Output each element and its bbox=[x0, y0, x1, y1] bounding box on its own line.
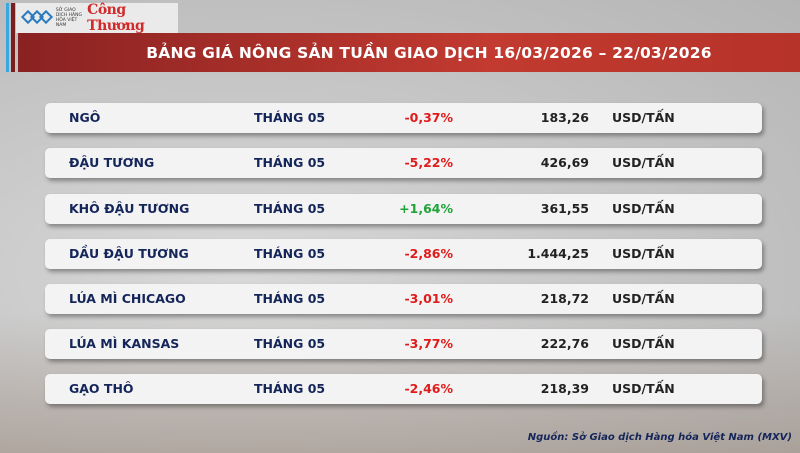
price-unit: USD/TẤN bbox=[612, 291, 675, 306]
price-value: 218,39 bbox=[540, 381, 589, 396]
contract-month: THÁNG 05 bbox=[254, 336, 326, 351]
accent-stripe-blue bbox=[6, 3, 9, 72]
price-unit: USD/TẤN bbox=[612, 381, 675, 396]
accent-stripe-red bbox=[11, 3, 15, 72]
price-row: LÚA MÌ CHICAGO THÁNG 05 -3,01% 218,72 US… bbox=[45, 284, 762, 314]
contract-month: THÁNG 05 bbox=[254, 246, 326, 261]
price-change: -3,01% bbox=[404, 291, 453, 306]
price-row: ĐẬU TƯƠNG THÁNG 05 -5,22% 426,69 USD/TẤN bbox=[45, 148, 762, 178]
page-title: BẢNG GIÁ NÔNG SẢN TUẦN GIAO DỊCH 16/03/2… bbox=[146, 43, 712, 62]
price-value: 222,76 bbox=[540, 336, 589, 351]
price-unit: USD/TẤN bbox=[612, 110, 675, 125]
price-change: -5,22% bbox=[404, 155, 453, 170]
contract-month: THÁNG 05 bbox=[254, 291, 326, 306]
price-unit: USD/TẤN bbox=[612, 155, 675, 170]
price-change: -0,37% bbox=[404, 110, 453, 125]
congthuong-logo: Công Thương bbox=[87, 2, 145, 34]
price-row: LÚA MÌ KANSAS THÁNG 05 -3,77% 222,76 USD… bbox=[45, 329, 762, 359]
price-row: NGÔ THÁNG 05 -0,37% 183,26 USD/TẤN bbox=[45, 103, 762, 133]
price-unit: USD/TẤN bbox=[612, 336, 675, 351]
commodity-name: GẠO THÔ bbox=[69, 381, 134, 396]
price-change: -2,86% bbox=[404, 246, 453, 261]
price-row: DẦU ĐẬU TƯƠNG THÁNG 05 -2,86% 1.444,25 U… bbox=[45, 239, 762, 269]
mxv-logo-icon bbox=[20, 9, 54, 26]
commodity-name: LÚA MÌ CHICAGO bbox=[69, 291, 186, 306]
price-change: -3,77% bbox=[404, 336, 453, 351]
price-value: 1.444,25 bbox=[527, 246, 589, 261]
price-value: 426,69 bbox=[540, 155, 589, 170]
commodity-name: DẦU ĐẬU TƯƠNG bbox=[69, 246, 189, 261]
logo-area: SỞ GIAO DỊCH HÀNG HÓA VIỆT NAM Công Thươ… bbox=[16, 2, 178, 34]
price-value: 183,26 bbox=[540, 110, 589, 125]
contract-month: THÁNG 05 bbox=[254, 201, 326, 216]
price-row: KHÔ ĐẬU TƯƠNG THÁNG 05 +1,64% 361,55 USD… bbox=[45, 194, 762, 224]
mxv-logo-text: SỞ GIAO DỊCH HÀNG HÓA VIỆT NAM bbox=[55, 8, 82, 28]
commodity-name: KHÔ ĐẬU TƯƠNG bbox=[69, 201, 190, 216]
price-unit: USD/TẤN bbox=[612, 201, 675, 216]
price-change: +1,64% bbox=[399, 201, 453, 216]
price-value: 218,72 bbox=[540, 291, 589, 306]
price-value: 361,55 bbox=[540, 201, 589, 216]
commodity-name: ĐẬU TƯƠNG bbox=[69, 155, 155, 170]
commodity-name: LÚA MÌ KANSAS bbox=[69, 336, 180, 351]
contract-month: THÁNG 05 bbox=[254, 110, 326, 125]
price-change: -2,46% bbox=[404, 381, 453, 396]
commodity-name: NGÔ bbox=[69, 110, 101, 125]
source-note: Nguồn: Sở Giao dịch Hàng hóa Việt Nam (M… bbox=[527, 432, 792, 443]
title-banner: BẢNG GIÁ NÔNG SẢN TUẦN GIAO DỊCH 16/03/2… bbox=[18, 33, 800, 72]
price-unit: USD/TẤN bbox=[612, 246, 675, 261]
contract-month: THÁNG 05 bbox=[254, 381, 326, 396]
price-row: GẠO THÔ THÁNG 05 -2,46% 218,39 USD/TẤN bbox=[45, 374, 762, 404]
contract-month: THÁNG 05 bbox=[254, 155, 326, 170]
